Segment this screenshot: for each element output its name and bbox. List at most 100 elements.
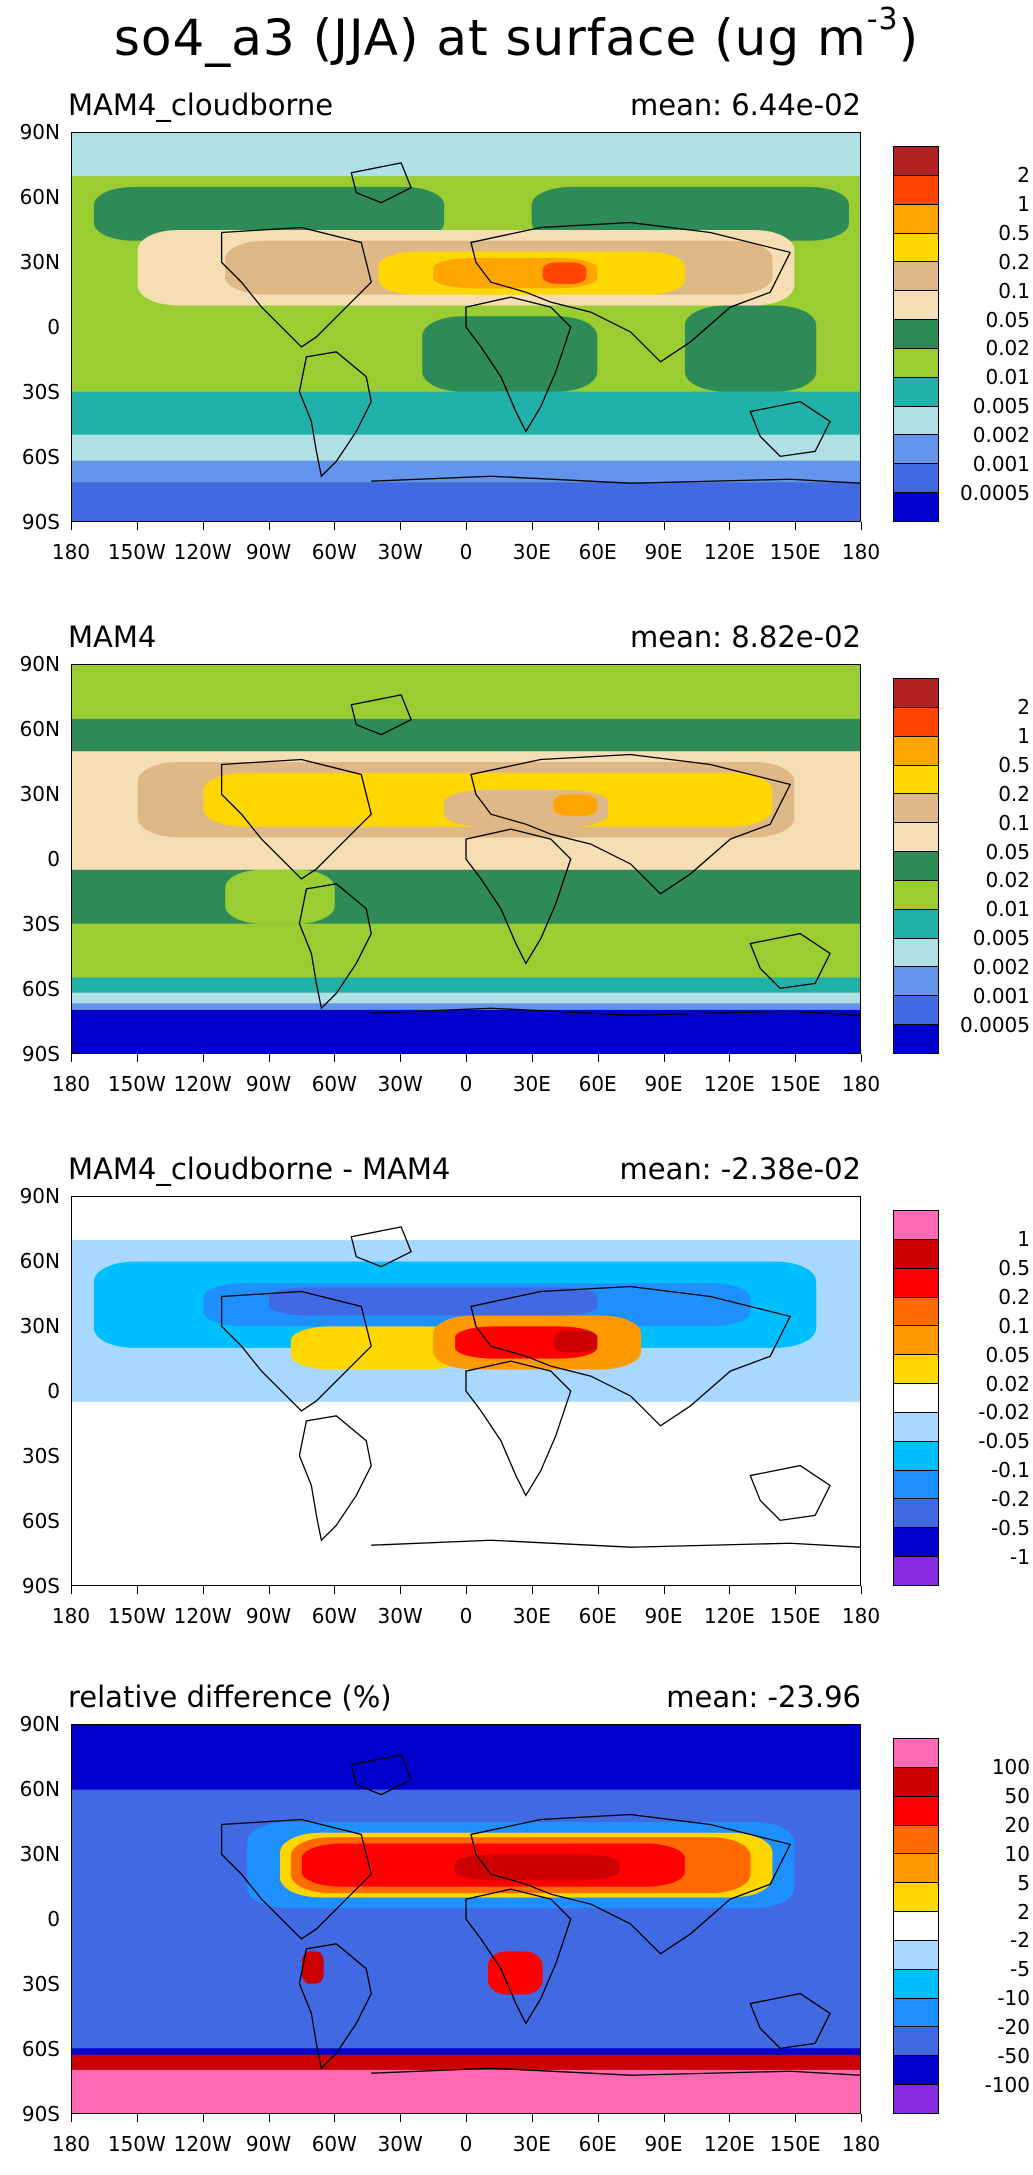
- colorbar-swatch: [894, 406, 938, 436]
- coastline: [465, 828, 572, 965]
- contour-region: [290, 1326, 466, 1370]
- colorbar-level-label: -0.1: [990, 1458, 1030, 1483]
- longitude-tick-mark: [71, 1054, 72, 1062]
- longitude-tick-mark: [795, 1054, 797, 1062]
- longitude-tick-label: 90E: [644, 2132, 683, 2156]
- longitude-tick-mark: [71, 1586, 72, 1594]
- contour-region: [455, 1854, 620, 1881]
- colorbar-swatch: [894, 1767, 938, 1797]
- colorbar-swatch: [894, 233, 938, 263]
- colorbar-swatch: [894, 1940, 938, 1970]
- latitude-tick-label: 60N: [19, 1777, 60, 1801]
- colorbar-level-label: -1: [1010, 1545, 1030, 1570]
- colorbar-level-label: 20: [1004, 1812, 1030, 1837]
- coastline: [749, 400, 831, 458]
- colorbar-level-label: 100: [991, 1754, 1030, 1779]
- colorbar-level-label: 2: [1017, 694, 1030, 719]
- colorbar-swatch: [894, 765, 938, 795]
- longitude-tick-mark: [268, 522, 270, 530]
- longitude-tick-label: 120E: [703, 1604, 755, 1628]
- longitude-tick-mark: [466, 1586, 467, 1594]
- map-plot-area: [71, 664, 861, 1054]
- coastline: [470, 753, 792, 895]
- colorbar-swatch: [894, 1355, 938, 1385]
- coastline: [371, 1007, 860, 1016]
- colorbar-swatch: [894, 1211, 938, 1240]
- colorbar-level-label: 0.05: [985, 839, 1030, 864]
- colorbar-swatch: [894, 1528, 938, 1558]
- colorbar-level-label: 1: [1017, 191, 1030, 216]
- colorbar-level-label: 0.5: [998, 220, 1030, 245]
- colorbar-level-label: 0.05: [985, 1342, 1030, 1367]
- map-plot-area: [71, 1724, 861, 2114]
- colorbar-swatch: [894, 1412, 938, 1442]
- longitude-tick-label: 180: [841, 1604, 881, 1628]
- longitude-tick-mark: [663, 1054, 665, 1062]
- colorbar-level-label: 5: [1017, 1870, 1030, 1895]
- longitude-tick-mark: [202, 2114, 204, 2122]
- panel-title: MAM4_cloudborne - MAM4: [68, 1152, 451, 1186]
- contour-region: [72, 133, 860, 177]
- coastline: [371, 475, 860, 484]
- longitude-tick-label: 150E: [769, 2132, 821, 2156]
- latitude-tick-label: 0: [47, 847, 60, 871]
- longitude-tick-mark: [531, 2114, 533, 2122]
- latitude-tick-label: 0: [47, 315, 60, 339]
- longitude-tick-mark: [400, 522, 402, 530]
- contour-region: [72, 1009, 860, 1053]
- longitude-tick-mark: [334, 522, 336, 530]
- longitude-tick-mark: [268, 1586, 270, 1594]
- colorbar-swatch: [894, 736, 938, 766]
- longitude-tick-label: 30E: [512, 2132, 551, 2156]
- panel-title: MAM4: [68, 620, 157, 654]
- longitude-tick-label: 60E: [578, 2132, 617, 2156]
- coastline: [298, 883, 372, 1010]
- longitude-axis: 180 150W 120W 90W 60W 30W 0 30E 60E 90E 120E 150E 18…: [52, 2132, 880, 2158]
- colorbar-swatch: [894, 967, 938, 997]
- longitude-tick-label: 150W: [107, 540, 166, 564]
- longitude-tick-label: 30W: [377, 2132, 423, 2156]
- longitude-tick-label: 90E: [644, 1604, 683, 1628]
- longitude-tick-label: 60W: [311, 1072, 357, 1096]
- colorbar-level-label: 0.005: [972, 926, 1030, 951]
- colorbar-level-label: 0.0005: [960, 481, 1030, 506]
- contour-region: [225, 869, 335, 924]
- latitude-tick-label: 60S: [21, 1509, 60, 1533]
- colorbar-swatch: [894, 1557, 938, 1585]
- longitude-tick-label: 60E: [578, 1604, 617, 1628]
- colorbar-level-label: 2: [1017, 1899, 1030, 1924]
- longitude-tick-mark: [400, 1054, 402, 1062]
- longitude-tick-label: 90E: [644, 1072, 683, 1096]
- longitude-tick-mark: [729, 1054, 731, 1062]
- colorbar-swatch: [894, 1239, 938, 1269]
- contour-region: [72, 1003, 860, 1010]
- colorbar-level-label: 1: [1017, 1226, 1030, 1251]
- map-plot-area: [71, 132, 861, 522]
- longitude-tick-mark: [136, 522, 138, 530]
- coastline: [749, 1464, 831, 1522]
- longitude-tick-label: 120W: [173, 1072, 232, 1096]
- latitude-tick-label: 60S: [21, 2037, 60, 2061]
- figure-title: so4_a3 (JJA) at surface (ug m-3): [0, 2, 1033, 67]
- longitude-tick-label: 150W: [107, 2132, 166, 2156]
- coastline: [371, 1539, 860, 1548]
- colorbar-swatch: [894, 1796, 938, 1826]
- latitude-tick-label: 30N: [19, 1842, 60, 1866]
- latitude-axis: 90N 60N 30N 0 30S 60S 90S: [0, 652, 60, 1066]
- colorbar-swatch: [894, 679, 938, 708]
- colorbar-level-label: 0.2: [998, 249, 1030, 274]
- latitude-tick-label: 0: [47, 1907, 60, 1931]
- colorbar-level-label: 0.005: [972, 394, 1030, 419]
- longitude-tick-label: 180: [841, 540, 881, 564]
- figure-title-close: ): [898, 9, 920, 67]
- longitude-tick-label: 30E: [512, 1072, 551, 1096]
- contour-region: [72, 2069, 860, 2113]
- longitude-tick-label: 90W: [245, 1604, 292, 1628]
- longitude-tick-label: 30W: [377, 540, 423, 564]
- colorbar-level-label: 0.002: [972, 423, 1030, 448]
- colorbar-level-label: -0.05: [978, 1429, 1030, 1454]
- longitude-tick-mark: [795, 522, 797, 530]
- colorbar-swatch: [894, 147, 938, 176]
- longitude-tick-label: 60W: [311, 540, 357, 564]
- longitude-tick-mark: [729, 1586, 731, 1594]
